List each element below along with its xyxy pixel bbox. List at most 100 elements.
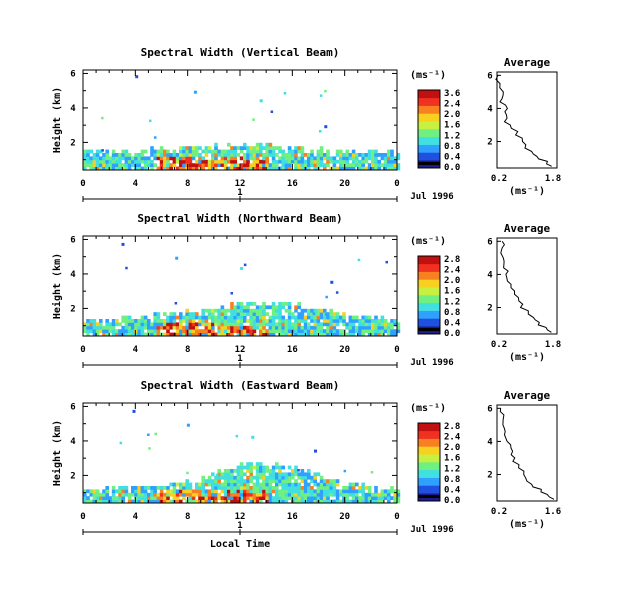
heatmap-cell <box>207 332 212 337</box>
heatmap-cell <box>220 472 225 477</box>
heatmap-cell <box>287 322 292 327</box>
heatmap-cell <box>342 496 346 500</box>
heatmap-cell <box>163 492 167 497</box>
heatmap-cell <box>380 329 385 333</box>
heatmap-cell <box>211 312 215 316</box>
heatmap-cell <box>348 319 353 323</box>
colorbar-frame <box>417 89 441 169</box>
heatmap-cell <box>163 486 167 490</box>
heatmap-cell <box>233 482 237 487</box>
heatmap-cell <box>191 146 196 150</box>
heatmap-cell <box>246 475 250 480</box>
heatmap-cell <box>134 159 138 164</box>
colorbar-swatch <box>418 316 440 319</box>
heatmap-cell <box>303 315 308 320</box>
heatmap-cell <box>86 322 90 327</box>
heatmap-cell <box>316 319 321 323</box>
heatmap-cell <box>211 482 215 487</box>
heatmap-cell <box>131 163 135 167</box>
heatmap-cell <box>166 315 170 320</box>
colorbar-unit: (ms⁻¹) <box>410 403 446 414</box>
heatmap-cell <box>102 499 106 504</box>
heatmap-cell <box>118 492 122 497</box>
colorbar-swatch <box>418 324 440 327</box>
heatmap-cell <box>307 166 311 171</box>
colorbar-swatch <box>418 465 440 469</box>
heatmap-cell <box>262 312 266 316</box>
heatmap-cell <box>281 159 285 164</box>
heatmap-cell <box>348 325 353 330</box>
heatmap-cell <box>291 156 295 161</box>
heatmap-cell <box>249 163 253 167</box>
scatter-point <box>324 313 328 316</box>
heatmap-cell <box>227 479 231 483</box>
heatmap-cell <box>287 163 292 167</box>
heatmap-cell <box>124 156 129 161</box>
heatmap-cell <box>239 305 244 310</box>
heatmap-cell <box>243 496 247 500</box>
heatmap-cell <box>377 332 381 337</box>
profile-y-tick-label: 4 <box>487 270 493 280</box>
panel-3: Spectral Width (Eastward Beam)642Height … <box>51 379 561 535</box>
scatter-point <box>319 94 323 97</box>
heatmap-cell <box>175 166 180 171</box>
heatmap-cell <box>185 153 189 157</box>
heatmap-cell <box>364 492 369 497</box>
colorbar-swatch <box>418 263 440 267</box>
heatmap-cell <box>252 315 257 320</box>
heatmap-cell <box>214 499 218 504</box>
heatmap-cell <box>364 325 369 330</box>
colorbar-band <box>418 162 440 165</box>
heatmap-cell <box>102 332 106 337</box>
heatmap-cell <box>249 319 253 323</box>
heatmap-cell <box>255 465 260 470</box>
heatmap-cell <box>191 163 196 167</box>
heatmap-cell <box>137 492 141 497</box>
heatmap-cell <box>179 325 183 330</box>
heatmap-cell <box>249 146 253 150</box>
heatmap-cell <box>268 329 273 333</box>
heatmap-cell <box>284 163 289 167</box>
heatmap-cell <box>323 482 327 487</box>
heatmap-cell <box>332 492 337 497</box>
heatmap-cell <box>275 312 279 316</box>
heatmap-cell <box>246 486 250 490</box>
colorbar-swatch <box>418 304 440 307</box>
colorbar-swatch <box>418 448 440 451</box>
heatmap-cell <box>262 486 266 490</box>
heatmap-cell <box>92 496 97 500</box>
colorbar-tick-label: 1.6 <box>444 121 460 131</box>
heatmap-cell <box>239 465 244 470</box>
heatmap-cell <box>134 163 138 167</box>
heatmap-cell <box>99 159 103 164</box>
heatmap-cell <box>262 479 266 483</box>
scatter-point <box>215 473 219 477</box>
heatmap-cell <box>118 332 122 337</box>
heatmap-cell <box>355 496 359 500</box>
heatmap-cell <box>124 322 129 327</box>
heatmap-cell <box>364 315 369 320</box>
heatmap-cell <box>351 499 356 504</box>
heatmap-cell <box>377 496 381 500</box>
heatmap-cell <box>198 159 202 164</box>
heatmap-cell <box>211 322 215 327</box>
heatmap-cell <box>339 153 343 157</box>
heatmap-cell <box>230 149 234 154</box>
heatmap-cell <box>131 325 135 330</box>
heatmap-cell <box>230 312 234 316</box>
heatmap-cell <box>377 329 381 333</box>
colorbar-swatch <box>418 119 440 122</box>
heatmap-cell <box>271 315 276 320</box>
heatmap-cell <box>255 156 260 161</box>
heatmap-cell <box>374 159 378 164</box>
heatmap-cell <box>233 166 237 171</box>
heatmap-cell <box>166 486 170 490</box>
colorbar-swatch <box>418 142 440 145</box>
heatmap-cell <box>383 319 388 323</box>
heatmap-cell <box>227 322 231 327</box>
heatmap-cell <box>348 332 353 337</box>
heatmap-cell <box>342 332 346 337</box>
heatmap-cell <box>108 499 113 504</box>
heatmap-cell <box>246 325 250 330</box>
colorbar-swatch <box>418 150 440 153</box>
